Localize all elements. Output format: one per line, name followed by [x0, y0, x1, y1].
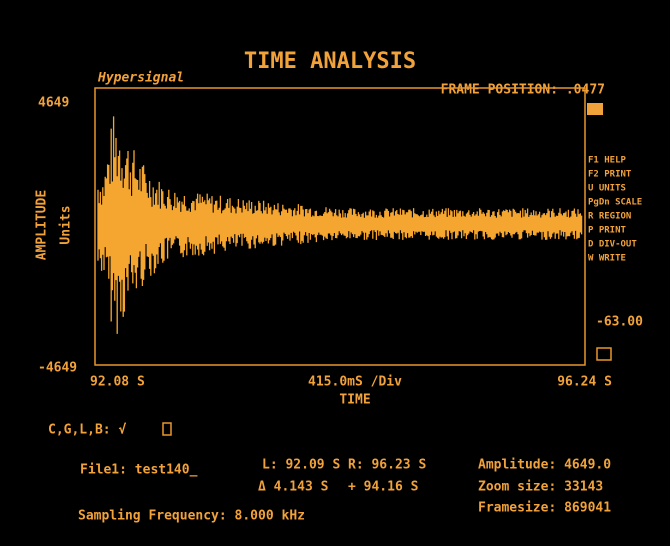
menu-item: F2 PRINT: [588, 170, 632, 180]
plot-frame: [94, 87, 586, 366]
menu-item: D DIV-OUT: [588, 240, 637, 250]
menu-item: W WRITE: [588, 254, 626, 264]
scroll-box: [596, 347, 612, 361]
menu-item: P PRINT: [588, 226, 627, 236]
menu-item: PgDn SCALE: [588, 198, 642, 208]
x-end: 96.24 S: [557, 375, 612, 390]
menu-item: U UNITS: [588, 184, 626, 194]
y-unit: Units: [59, 205, 74, 244]
menu-item: F1 HELP: [588, 156, 627, 166]
y-label: AMPLITUDE: [35, 190, 50, 260]
cglb-marker: [162, 422, 172, 436]
sampling: Sampling Frequency: 8.000 kHz: [78, 509, 305, 524]
waveform: [97, 116, 583, 334]
title: TIME ANALYSIS: [244, 49, 416, 74]
zoom-size: Zoom size: 33143: [478, 480, 603, 495]
menu: F1 HELP F2 PRINT U UNITS PgDn SCALE R REGION…: [588, 156, 642, 264]
right-value: -63.00: [596, 315, 643, 330]
y-bottom: -4649: [38, 361, 77, 376]
x-division: 415.0mS /Div: [308, 375, 402, 390]
plus: + 94.16 S: [348, 480, 419, 495]
amplitude: Amplitude: 4649.0: [478, 458, 611, 473]
framesize: Framesize: 869041: [478, 501, 611, 516]
file: File1: test140_: [80, 463, 198, 478]
x-label: TIME: [339, 393, 370, 408]
cglb: C,G,L,B: √: [48, 423, 126, 438]
x-start: 92.08 S: [90, 375, 145, 390]
frame-indicator: [587, 103, 603, 115]
cursor-left: L: 92.09 S: [262, 458, 340, 473]
cursor-right: R: 96.23 S: [348, 458, 426, 473]
frame-position: FRAME POSITION: .0477: [441, 83, 605, 98]
y-top: 4649: [38, 96, 69, 111]
delta: Δ 4.143 S: [258, 480, 329, 495]
menu-item: R REGION: [588, 212, 631, 222]
signal-name: Hypersignal: [97, 71, 184, 86]
